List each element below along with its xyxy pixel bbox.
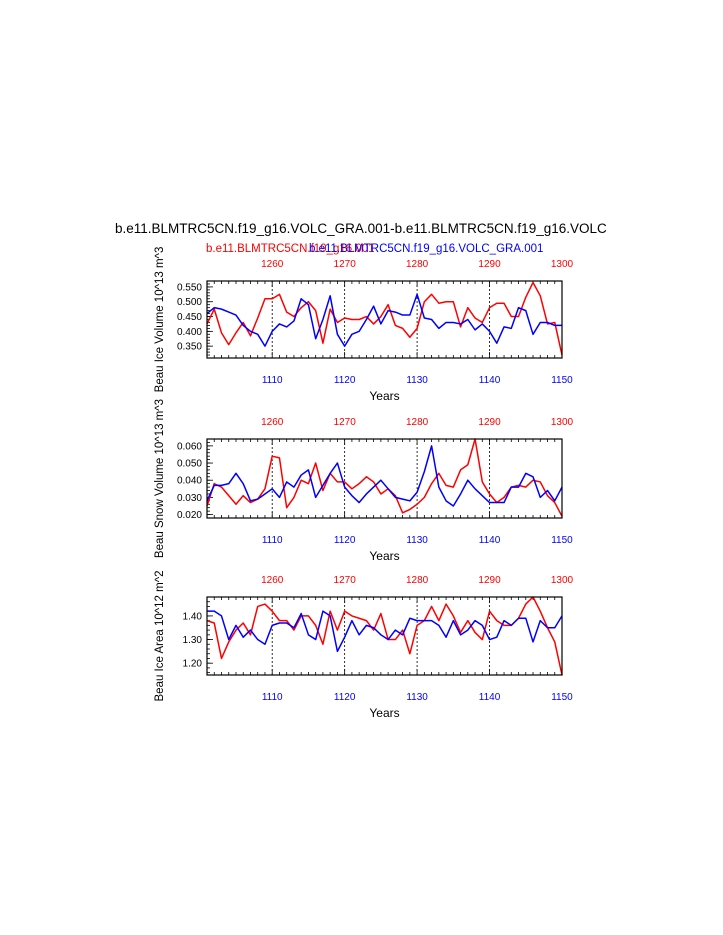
x-top-tick-label: 1300 (551, 575, 574, 586)
x-top-tick-label: 1290 (478, 575, 501, 586)
series-line-red (206, 596, 563, 676)
x-bottom-tick-label: 1110 (262, 692, 283, 703)
y-tick-label: 0.350 (177, 342, 202, 353)
y-tick-label: 1.30 (183, 635, 203, 646)
legend-red-label: b.e11.BLMTRC5CN.f19_g16.001 (206, 243, 375, 255)
x-bottom-tick-label: 1150 (551, 375, 573, 386)
chart-panels: 0.350 0.400 0.450 0.500 0.550 1110 1120 1130 114… (154, 247, 574, 720)
plot-frame (206, 280, 563, 359)
y-axis-label: Beau Ice Volume 10^13 m^3 (154, 247, 166, 393)
x-bottom-tick-label: 1130 (406, 375, 428, 386)
x-top-tick-label: 1260 (261, 259, 284, 270)
x-bottom-tick-label: 1140 (479, 375, 501, 386)
x-bottom-tick-label: 1150 (551, 692, 573, 703)
y-tick-label: 0.550 (177, 282, 202, 293)
x-axis-label: Years (369, 389, 399, 403)
x-top-tick-label: 1260 (261, 417, 284, 428)
chart-panel-3: 1.20 1.30 1.40 1110 1120 1130 1140 1150 1260 1270… (154, 571, 574, 721)
x-top-tick-label: 1280 (406, 575, 429, 586)
x-top-tick-label: 1260 (261, 575, 284, 586)
x-top-tick-label: 1280 (406, 259, 429, 270)
y-tick-label: 0.020 (177, 510, 202, 521)
x-top-tick-label: 1300 (551, 259, 574, 270)
x-bottom-tick-label: 1120 (334, 375, 356, 386)
plot-frame (206, 596, 563, 676)
x-bottom-tick-label: 1110 (262, 535, 283, 546)
y-tick-label: 0.030 (177, 493, 202, 504)
x-bottom-tick-label: 1140 (479, 535, 501, 546)
chart-panel-1: 0.350 0.400 0.450 0.500 0.550 1110 1120 1130 114… (154, 247, 574, 403)
y-tick-label: 0.450 (177, 312, 202, 323)
y-tick-label: 0.500 (177, 297, 202, 308)
plot-frame (206, 438, 563, 519)
x-top-tick-label: 1290 (478, 417, 501, 428)
x-top-tick-label: 1290 (478, 259, 501, 270)
x-bottom-tick-label: 1140 (479, 692, 501, 703)
series-line-blue (206, 293, 562, 347)
x-bottom-tick-label: 1120 (334, 535, 356, 546)
y-tick-label: 1.20 (183, 659, 203, 670)
legend-blue-label: b.e11.BLMTRC5CN.f19_g16.VOLC_GRA.001 (309, 243, 543, 255)
x-top-tick-label: 1280 (406, 417, 429, 428)
x-bottom-tick-label: 1120 (334, 692, 356, 703)
x-top-tick-label: 1270 (334, 575, 357, 586)
series-line-red (206, 438, 563, 517)
x-bottom-tick-label: 1150 (551, 535, 573, 546)
x-axis-label: Years (369, 706, 399, 720)
x-bottom-tick-label: 1110 (262, 375, 283, 386)
y-tick-label: 0.060 (177, 441, 202, 452)
series-line-blue (206, 445, 563, 507)
y-axis-label: Beau Snow Volume 10^13 m^3 (154, 399, 166, 558)
x-bottom-tick-label: 1130 (406, 692, 428, 703)
series-line-red (206, 281, 563, 356)
y-tick-label: 0.040 (177, 476, 202, 487)
main-title: b.e11.BLMTRC5CN.f19_g16.VOLC_GRA.001-b.e… (115, 221, 607, 236)
y-tick-label: 1.40 (183, 611, 203, 622)
series-line-blue (207, 610, 563, 653)
x-top-tick-label: 1300 (551, 417, 574, 428)
x-top-tick-label: 1270 (334, 417, 357, 428)
x-top-tick-label: 1270 (334, 259, 357, 270)
y-axis-label: Beau Ice Area 10^12 m^2 (154, 571, 166, 702)
x-bottom-tick-label: 1130 (406, 535, 428, 546)
chart-panel-2: 0.020 0.030 0.040 0.050 0.060 1110 1120 1130 114… (154, 399, 574, 563)
y-tick-label: 0.050 (177, 459, 202, 470)
y-tick-label: 0.400 (177, 327, 202, 338)
x-axis-label: Years (369, 549, 399, 563)
